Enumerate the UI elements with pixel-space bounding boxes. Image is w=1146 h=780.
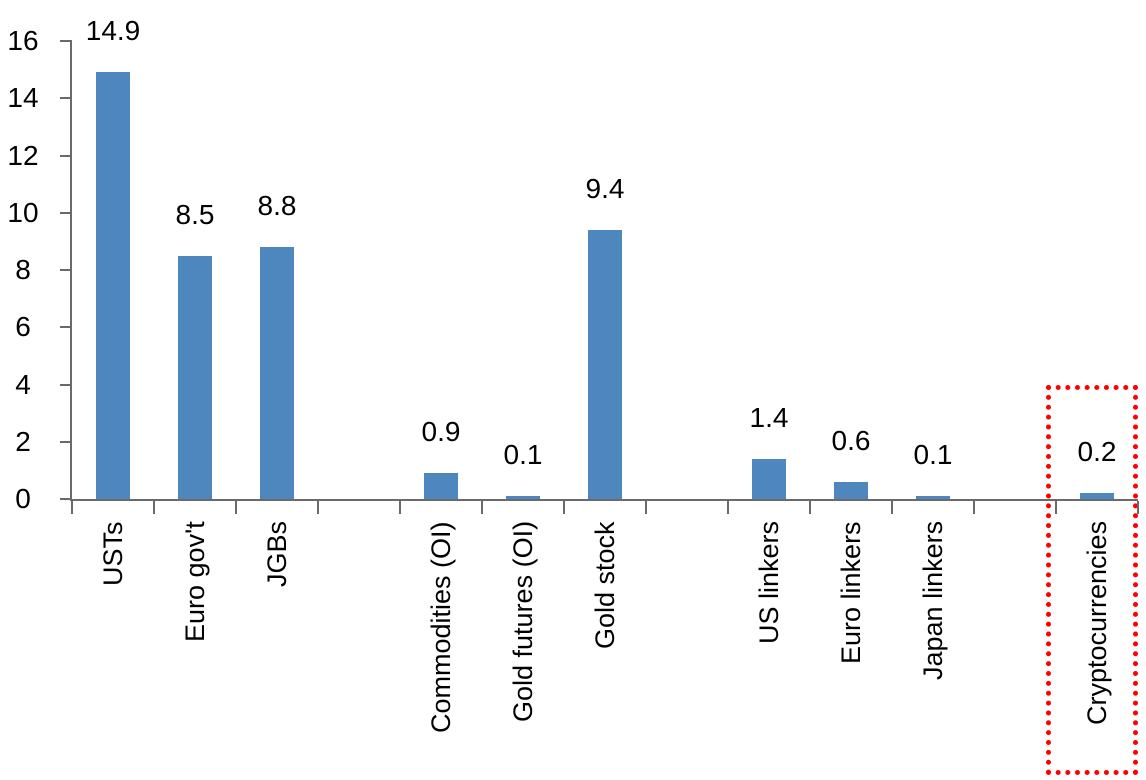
bar-value-label: 0.6	[831, 425, 871, 456]
y-axis-tick-label: 14	[7, 82, 39, 113]
bar	[178, 256, 212, 499]
category-label: Cryptocurrencies	[1082, 521, 1112, 726]
y-axis-tick	[60, 441, 71, 443]
y-axis-tick-label: 6	[15, 311, 31, 342]
bar-value-label: 0.1	[913, 439, 953, 470]
x-axis-tick	[399, 501, 401, 514]
y-axis-tick	[60, 326, 71, 328]
x-axis-tick	[481, 501, 483, 514]
y-axis-tick	[60, 155, 71, 157]
x-axis-tick	[235, 501, 237, 514]
category-label: USTs	[98, 521, 128, 586]
y-axis-line	[70, 40, 72, 500]
bar	[834, 482, 868, 499]
category-label: Gold stock	[590, 521, 620, 649]
bar-value-label: 0.9	[421, 416, 461, 447]
x-axis-tick	[645, 501, 647, 514]
bar-value-label: 0.1	[503, 439, 543, 470]
bar-value-label: 1.4	[749, 402, 789, 433]
y-axis-tick	[60, 97, 71, 99]
category-label: Japan linkers	[918, 521, 948, 681]
y-axis-tick-label: 10	[7, 197, 39, 228]
bar	[588, 230, 622, 499]
y-axis-tick-label: 4	[15, 369, 31, 400]
y-axis-tick	[60, 269, 71, 271]
bar	[916, 496, 950, 499]
y-axis-tick	[60, 498, 71, 500]
y-axis-tick-label: 0	[15, 483, 31, 514]
bar	[96, 72, 130, 499]
category-label: JGBs	[262, 521, 292, 588]
y-axis-tick	[60, 40, 71, 42]
category-label: US linkers	[754, 521, 784, 645]
highlight-box	[1046, 385, 1138, 775]
x-axis-tick	[71, 501, 73, 514]
bar-value-label: 8.8	[257, 190, 297, 221]
x-axis-tick	[727, 501, 729, 514]
y-axis-tick	[60, 212, 71, 214]
bar-value-label: 0.2	[1077, 436, 1117, 467]
x-axis-tick	[1137, 501, 1139, 514]
bar	[506, 496, 540, 499]
x-axis-line	[70, 499, 1138, 501]
x-axis-tick	[891, 501, 893, 514]
category-label: Gold futures (OI)	[508, 521, 538, 723]
y-axis-tick	[60, 384, 71, 386]
bar-value-label: 8.5	[175, 199, 215, 230]
y-axis-tick-label: 16	[7, 25, 39, 56]
x-axis-tick	[563, 501, 565, 514]
x-axis-tick	[973, 501, 975, 514]
x-axis-tick	[1055, 501, 1057, 514]
y-axis-tick-label: 2	[15, 426, 31, 457]
x-axis-tick	[153, 501, 155, 514]
bar	[752, 459, 786, 499]
y-axis-tick-label: 8	[15, 254, 31, 285]
y-axis-tick-label: 12	[7, 140, 39, 171]
bar	[1080, 493, 1114, 499]
bar-value-label: 9.4	[585, 173, 625, 204]
category-label: Euro linkers	[836, 521, 866, 664]
category-label: Commodities (OI)	[426, 521, 456, 733]
x-axis-tick	[317, 501, 319, 514]
x-axis-tick	[809, 501, 811, 514]
bar	[424, 473, 458, 499]
bar-value-label: 14.9	[85, 15, 141, 46]
category-label: Euro gov't	[180, 521, 210, 642]
bar	[260, 247, 294, 499]
